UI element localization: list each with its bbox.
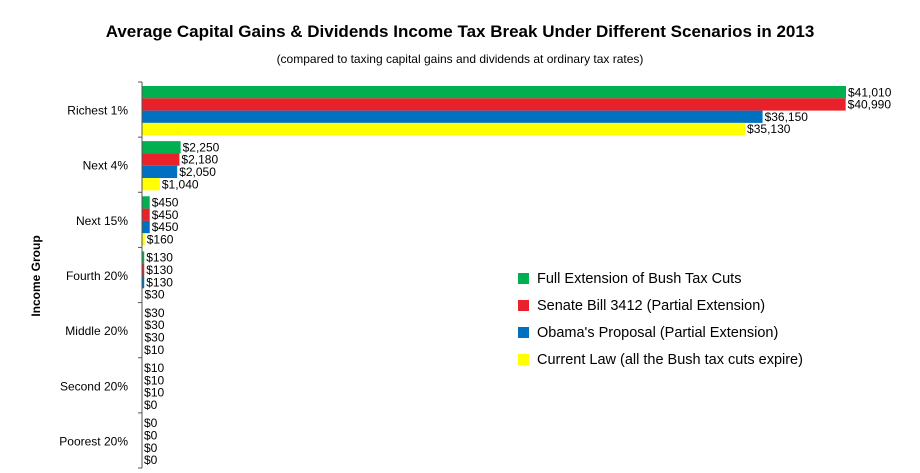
legend-swatch — [518, 273, 529, 284]
data-label: $160 — [147, 232, 174, 246]
data-label: $35,130 — [747, 122, 791, 136]
data-label: $0 — [144, 441, 158, 455]
legend-item-full-extension: Full Extension of Bush Tax Cuts — [518, 265, 803, 292]
data-label: $41,010 — [848, 85, 892, 99]
legend-label: Full Extension of Bush Tax Cuts — [537, 270, 742, 287]
data-label: $2,050 — [179, 165, 216, 179]
data-label: $10 — [144, 343, 164, 357]
legend: Full Extension of Bush Tax Cuts Senate B… — [518, 265, 803, 373]
category-label: Richest 1% — [67, 104, 128, 118]
data-label: $130 — [146, 251, 173, 265]
category-label: Next 4% — [83, 159, 129, 173]
category-label: Second 20% — [60, 379, 128, 393]
bar — [142, 233, 145, 246]
bar — [142, 276, 145, 289]
data-label: $2,180 — [181, 153, 218, 167]
data-label: $10 — [144, 386, 164, 400]
data-label: $450 — [152, 196, 179, 210]
legend-swatch — [518, 327, 529, 338]
bar — [142, 165, 178, 179]
bar — [142, 178, 160, 191]
bar — [142, 86, 846, 99]
category-label: Next 15% — [76, 214, 128, 228]
data-label: $40,990 — [848, 98, 892, 112]
data-label: $0 — [144, 398, 158, 412]
legend-item-current-law: Current Law (all the Bush tax cuts expir… — [518, 346, 803, 373]
category-label: Middle 20% — [65, 324, 128, 338]
bar — [142, 110, 763, 123]
data-label: $130 — [146, 275, 173, 289]
data-label: $2,250 — [183, 140, 220, 154]
legend-item-senate-bill: Senate Bill 3412 (Partial Extension) — [518, 292, 803, 319]
category-label: Fourth 20% — [66, 269, 128, 283]
data-label: $10 — [144, 361, 164, 375]
chart-title: Average Capital Gains & Dividends Income… — [105, 22, 815, 41]
data-label: $30 — [145, 288, 165, 302]
data-label: $130 — [146, 263, 173, 277]
data-label: $30 — [145, 330, 165, 344]
chart-subtitle: (compared to taxing capital gains and di… — [276, 52, 644, 66]
data-label: $450 — [152, 208, 179, 222]
bar — [142, 251, 145, 264]
data-label: $10 — [144, 373, 164, 387]
bar — [142, 196, 150, 209]
bar — [142, 208, 150, 221]
bar — [142, 122, 746, 136]
data-label: $30 — [145, 306, 165, 320]
bar — [142, 98, 846, 111]
bar — [142, 141, 181, 154]
data-label: $450 — [152, 220, 179, 234]
legend-swatch — [518, 354, 529, 365]
bar — [142, 220, 150, 234]
legend-label: Current Law (all the Bush tax cuts expir… — [537, 351, 803, 368]
data-label: $30 — [145, 318, 165, 332]
data-label: $0 — [144, 453, 158, 467]
data-label: $36,150 — [765, 110, 809, 124]
bar — [142, 263, 145, 277]
legend-label: Obama's Proposal (Partial Extension) — [537, 324, 779, 341]
legend-label: Senate Bill 3412 (Partial Extension) — [537, 297, 766, 314]
bar — [142, 153, 180, 166]
legend-swatch — [518, 300, 529, 311]
category-label: Poorest 20% — [59, 434, 128, 448]
data-label: $0 — [144, 416, 158, 430]
legend-item-obama-proposal: Obama's Proposal (Partial Extension) — [518, 319, 803, 346]
data-label: $1,040 — [162, 177, 199, 191]
data-label: $0 — [144, 428, 158, 442]
